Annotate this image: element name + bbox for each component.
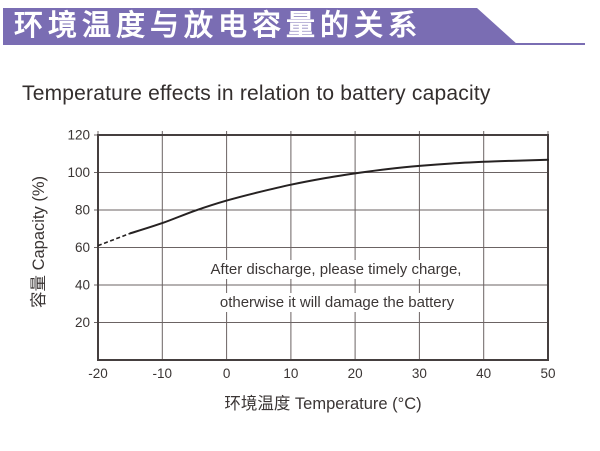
x-tick-label: 10 <box>283 366 298 381</box>
capacity-curve-dashed <box>97 232 131 247</box>
y-axis-title: 容量 Capacity (%) <box>30 175 48 309</box>
plot-border <box>97 134 549 361</box>
x-tick-label: 0 <box>223 366 231 381</box>
annotation-line-1: After discharge, please timely charge, <box>203 260 469 279</box>
y-tick-label: 120 <box>67 128 90 143</box>
x-tick-label: -10 <box>153 366 173 381</box>
annotation-line-2: otherwise it will damage the battery <box>212 293 462 312</box>
x-tick-label: 30 <box>412 366 427 381</box>
banner-tail-line <box>516 43 585 45</box>
header-banner: 环境温度与放电容量的关系 <box>3 8 518 45</box>
capacity-chart: -20 -10 0 10 20 30 40 50 20 40 60 80 100 120 <box>67 128 555 382</box>
x-tick-label: 40 <box>476 366 491 381</box>
y-tick-label: 100 <box>67 165 90 180</box>
capacity-curve <box>129 158 549 235</box>
x-axis-title: 环境温度 Temperature (°C) <box>224 395 422 413</box>
y-tick-label: 20 <box>75 315 90 330</box>
page-title: Temperature effects in relation to batte… <box>22 82 491 105</box>
x-tick-label: 20 <box>348 366 363 381</box>
banner-title: 环境温度与放电容量的关系 <box>14 10 423 42</box>
x-tick-label: 50 <box>540 366 555 381</box>
y-tick-label: 60 <box>75 240 90 255</box>
y-tick-label: 40 <box>75 278 90 293</box>
y-tick-label: 80 <box>75 203 90 218</box>
x-tick-label: -20 <box>88 366 108 381</box>
